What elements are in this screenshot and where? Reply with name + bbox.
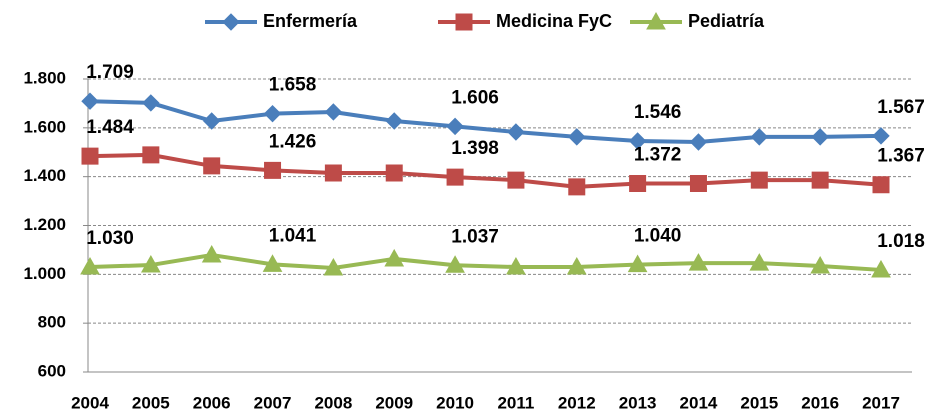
legend-label: Medicina FyC <box>496 11 612 31</box>
legend-label: Pediatría <box>688 11 765 31</box>
data-label: 1.709 <box>86 62 134 83</box>
data-label: 1.546 <box>634 102 682 123</box>
point <box>506 256 526 275</box>
point <box>750 128 769 146</box>
point <box>507 171 525 189</box>
x-tick-label: 2006 <box>193 393 231 410</box>
point <box>811 171 829 189</box>
point <box>688 253 709 271</box>
data-label: 1.367 <box>877 146 925 167</box>
point <box>385 112 403 130</box>
data-label: 1.018 <box>877 231 925 252</box>
point <box>202 112 221 130</box>
point <box>446 117 464 136</box>
y-tick-label: 800 <box>38 313 66 332</box>
x-tick-label: 2005 <box>132 393 170 410</box>
data-label: 1.041 <box>269 225 317 246</box>
y-tick-label: 600 <box>38 361 66 380</box>
point <box>689 175 707 193</box>
series-line <box>89 99 882 144</box>
data-label: 1.398 <box>451 138 499 159</box>
data-label: 1.567 <box>877 97 925 118</box>
point <box>81 147 99 165</box>
point <box>872 127 890 145</box>
x-tick-label: 2010 <box>436 393 474 410</box>
point <box>871 259 891 278</box>
y-tick-label: 1.200 <box>23 215 66 234</box>
point <box>507 123 525 141</box>
x-tick-label: 2012 <box>558 393 596 410</box>
data-label: 1.484 <box>86 117 134 138</box>
legend-marker <box>455 13 473 31</box>
point <box>811 128 829 146</box>
legend-marker <box>646 11 666 30</box>
legend-marker <box>222 13 240 31</box>
point <box>324 103 343 121</box>
x-tick-label: 2017 <box>862 393 900 410</box>
x-tick-label: 2008 <box>314 393 352 410</box>
point <box>628 132 647 150</box>
point <box>627 254 648 273</box>
point <box>689 133 708 151</box>
point <box>568 178 586 196</box>
point <box>749 253 770 271</box>
series-line <box>89 152 882 189</box>
point <box>81 92 99 110</box>
x-tick-label: 2009 <box>375 393 413 410</box>
point <box>872 176 890 194</box>
point <box>203 157 221 175</box>
x-tick-label: 2007 <box>254 393 292 410</box>
point <box>201 245 222 263</box>
point <box>385 164 403 182</box>
x-tick-label: 2014 <box>680 393 718 410</box>
point <box>323 257 344 276</box>
data-label: 1.606 <box>451 87 499 108</box>
point <box>629 175 647 193</box>
point <box>445 255 465 273</box>
x-tick-label: 2011 <box>497 393 534 410</box>
point <box>140 255 161 273</box>
point <box>566 256 587 275</box>
data-label: 1.030 <box>86 228 134 249</box>
point <box>263 104 282 123</box>
data-label: 1.658 <box>269 75 317 96</box>
x-tick-label: 2004 <box>71 393 109 410</box>
data-label: 1.037 <box>451 226 499 247</box>
data-label: 1.040 <box>634 226 682 247</box>
y-tick-label: 1.600 <box>23 117 66 136</box>
point <box>446 168 464 186</box>
series-line <box>89 253 882 272</box>
y-tick-label: 1.800 <box>23 68 66 87</box>
point <box>324 164 342 182</box>
x-tick-label: 2013 <box>619 393 657 410</box>
point <box>80 256 100 275</box>
x-tick-label: 2016 <box>801 393 839 410</box>
point <box>264 161 282 179</box>
y-tick-label: 1.000 <box>23 264 66 283</box>
point <box>810 256 831 274</box>
y-tick-label: 1.400 <box>23 166 66 185</box>
legend-label: Enfermería <box>263 11 358 31</box>
point <box>142 94 160 112</box>
point <box>384 248 405 267</box>
point <box>142 146 160 164</box>
x-tick-label: 2015 <box>740 393 778 410</box>
point <box>750 171 768 189</box>
point <box>568 128 586 146</box>
data-label: 1.372 <box>634 145 682 166</box>
data-label: 1.426 <box>269 131 317 152</box>
point <box>262 254 283 272</box>
